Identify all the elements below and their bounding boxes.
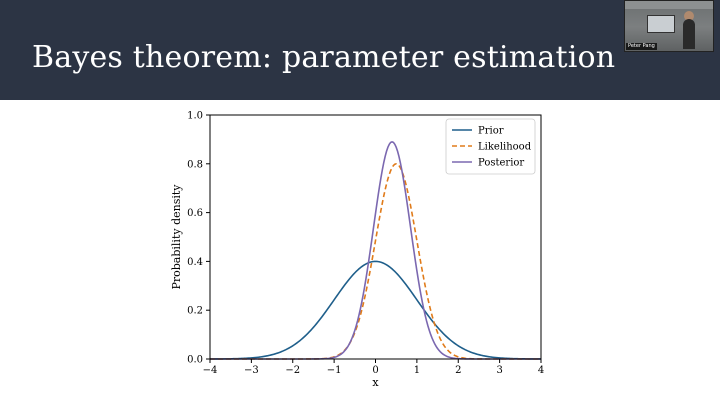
- x-tick-label: 1: [414, 365, 420, 376]
- y-tick-label: 0.4: [187, 257, 203, 268]
- x-tick-label: −3: [244, 365, 259, 376]
- x-tick-label: 4: [538, 365, 544, 376]
- participant-name-tag: Peter Pang: [626, 43, 657, 50]
- video-person-body: [683, 19, 695, 49]
- x-tick-label: 0: [372, 365, 378, 376]
- series-line-posterior: [210, 140, 541, 360]
- ticks-layer: −4 −3 −2 −1 0 1 2 3 4 0.0 0.2 0.4 0.6 0.8 1.0: [187, 111, 544, 377]
- legend-box: [445, 118, 536, 175]
- video-ceiling: [625, 1, 713, 9]
- y-axis-label: Probability density: [170, 184, 183, 290]
- series-line-prior: [209, 260, 542, 360]
- series-layer: [209, 140, 542, 360]
- x-tick-label: −1: [327, 365, 342, 376]
- chart-container: −4 −3 −2 −1 0 1 2 3 4 0.0 0.2 0.4 0.6 0.8 1.0 x Probab…: [0, 100, 720, 404]
- y-tick-label: 0.8: [187, 159, 203, 170]
- y-tick-label: 0.6: [187, 208, 203, 219]
- legend-label-prior: Prior: [478, 126, 504, 137]
- probability-density-chart: −4 −3 −2 −1 0 1 2 3 4 0.0 0.2 0.4 0.6 0.8 1.0 x Probab…: [170, 111, 544, 390]
- slide-header: Bayes theorem: parameter estimation: [0, 0, 720, 100]
- participant-video-tile[interactable]: Peter Pang: [624, 0, 714, 52]
- legend-label-posterior: Posterior: [478, 158, 524, 169]
- x-tick-label: 3: [496, 365, 502, 376]
- x-tick-label: −2: [285, 365, 300, 376]
- y-tick-label: 1.0: [187, 111, 203, 122]
- x-tick-label: −4: [203, 365, 218, 376]
- x-axis-label: x: [372, 376, 379, 389]
- video-person-head: [684, 11, 694, 21]
- chart-legend: Prior Likelihood Posterior: [445, 118, 536, 175]
- y-tick-label: 0.0: [187, 355, 203, 366]
- x-tick-label: 2: [455, 365, 461, 376]
- video-projector-screen: [647, 15, 675, 33]
- legend-label-likelihood: Likelihood: [478, 142, 532, 153]
- slide-title: Bayes theorem: parameter estimation: [32, 40, 616, 75]
- y-tick-label: 0.2: [187, 306, 203, 317]
